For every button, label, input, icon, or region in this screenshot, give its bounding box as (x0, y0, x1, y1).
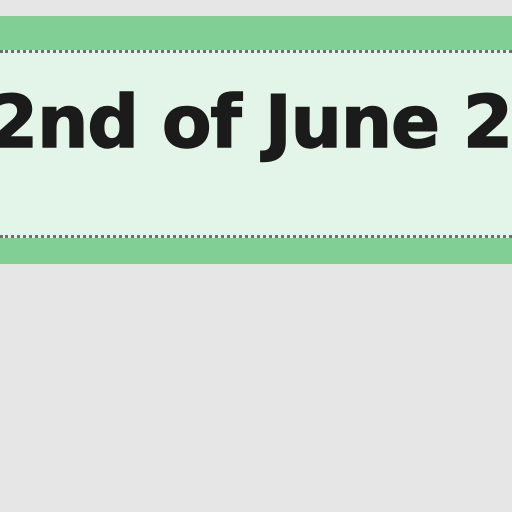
date-banner (0, 16, 512, 264)
date-banner-panel (0, 50, 512, 238)
date-text: 2nd of June 20 (0, 80, 512, 164)
